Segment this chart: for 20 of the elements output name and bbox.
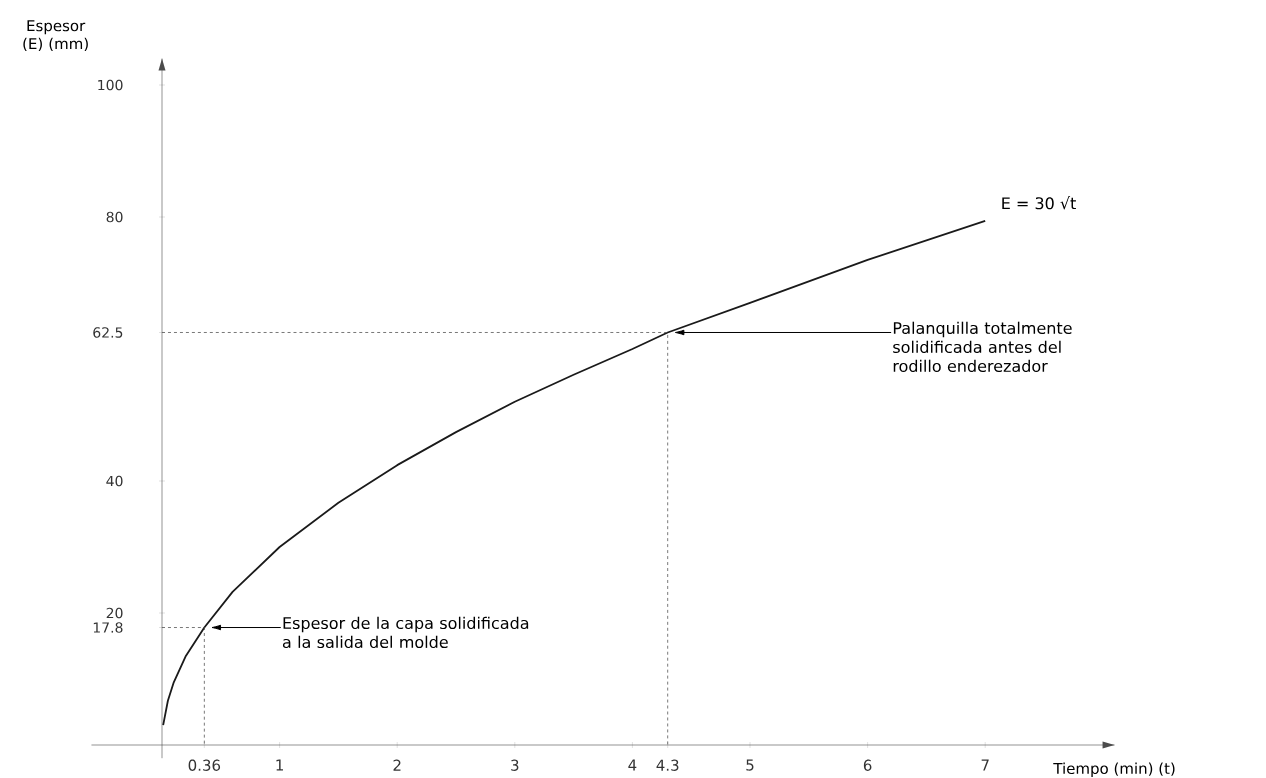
x-tick-label: 5 xyxy=(746,759,754,771)
y-tick-label: 20 xyxy=(106,607,123,619)
x-tick-label: 3 xyxy=(511,759,519,771)
y-axis-title: Espesor (E) (mm) xyxy=(23,20,88,52)
x-tick-label: 1 xyxy=(276,759,283,771)
annotation: Espesor de la capa solidificada a la salida del molde xyxy=(282,616,529,649)
x-tick-label: 0.36 xyxy=(188,759,221,771)
x-tick-label: 2 xyxy=(393,759,401,771)
y-tick-label: 62.5 xyxy=(93,327,123,338)
x-axis-title: Tiempo (min) (t) xyxy=(1053,762,1175,777)
x-tick-label: 7 xyxy=(981,759,989,771)
y-tick-label: 40 xyxy=(106,475,123,487)
y-tick-label: 17.8 xyxy=(93,622,123,633)
x-tick-label: 4 xyxy=(628,759,637,771)
y-tick-label: 100 xyxy=(98,79,123,91)
annotation: E = 30 √t xyxy=(1002,196,1076,210)
annotation: Palanquilla totalmente solidificada antes del rodillo enderezador xyxy=(893,321,1072,373)
y-tick-label: 80 xyxy=(106,211,123,223)
x-tick-label: 4.3 xyxy=(656,759,679,771)
x-tick-label: 6 xyxy=(863,759,872,771)
